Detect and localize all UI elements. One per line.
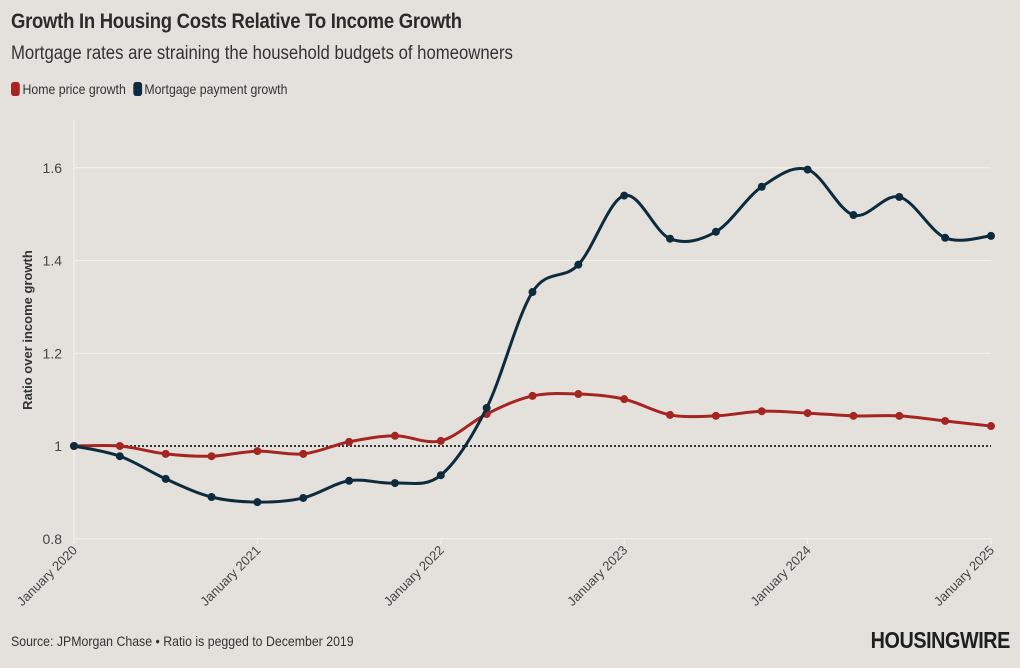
x-axis-ticks: January 2020 January 2021 January 2022 Janu… [14, 539, 997, 609]
data-point-home-price-growth[interactable] [390, 431, 399, 440]
x-tick-label: January 2025 [931, 543, 997, 609]
y-tick-label: 1.2 [43, 345, 63, 361]
data-point-mortgage-payment-growth[interactable] [757, 182, 766, 191]
data-point-home-price-growth[interactable] [207, 452, 216, 461]
data-point-home-price-growth[interactable] [161, 449, 170, 458]
data-point-mortgage-payment-growth[interactable] [70, 442, 78, 450]
y-tick-label: 1 [54, 438, 62, 454]
data-point-mortgage-payment-growth[interactable] [436, 471, 445, 480]
data-point-home-price-growth[interactable] [436, 436, 445, 445]
data-point-mortgage-payment-growth[interactable] [711, 227, 720, 236]
data-point-home-price-growth[interactable] [711, 411, 720, 420]
housingwire-logo: HOUSINGWIRE [870, 627, 1011, 653]
x-tick-label: January 2020 [14, 543, 80, 609]
legend-item-home-price[interactable]: Home price growth [11, 81, 126, 97]
data-point-mortgage-payment-growth[interactable] [528, 288, 537, 297]
legend-label-mortgage-payment: Mortgage payment growth [144, 81, 288, 97]
y-tick-label: 1.4 [43, 253, 63, 269]
data-point-home-price-growth[interactable] [803, 409, 812, 418]
data-point-mortgage-payment-growth[interactable] [390, 479, 399, 488]
x-tick-label: January 2021 [197, 543, 263, 609]
grid-lines [73, 120, 991, 540]
data-point-mortgage-payment-growth[interactable] [666, 234, 675, 243]
legend: Home price growth Mortgage payment growt… [11, 81, 287, 97]
data-point-home-price-growth[interactable] [849, 411, 858, 420]
legend-item-mortgage-payment[interactable]: Mortgage payment growth [132, 81, 288, 97]
data-point-home-price-growth[interactable] [299, 449, 308, 458]
data-point-mortgage-payment-growth[interactable] [803, 165, 812, 174]
y-tick-label: 0.8 [43, 531, 63, 547]
data-point-mortgage-payment-growth[interactable] [620, 191, 629, 200]
x-tick-label: January 2023 [564, 543, 630, 609]
data-point-mortgage-payment-growth[interactable] [987, 231, 995, 240]
data-point-mortgage-payment-growth[interactable] [299, 493, 308, 502]
data-point-home-price-growth[interactable] [757, 407, 766, 416]
chart-title: Growth In Housing Costs Relative To Inco… [11, 10, 462, 33]
legend-label-home-price: Home price growth [22, 81, 126, 97]
data-point-home-price-growth[interactable] [987, 422, 995, 431]
data-point-home-price-growth[interactable] [345, 437, 354, 446]
series-group [70, 165, 995, 507]
data-point-mortgage-payment-growth[interactable] [574, 260, 583, 269]
data-point-home-price-growth[interactable] [528, 391, 537, 400]
data-point-home-price-growth[interactable] [253, 447, 262, 456]
data-point-home-price-growth[interactable] [115, 442, 124, 450]
x-tick-label: January 2022 [381, 543, 447, 609]
data-point-mortgage-payment-growth[interactable] [941, 233, 950, 242]
data-point-home-price-growth[interactable] [574, 390, 583, 399]
y-tick-label: 1.6 [43, 160, 63, 176]
data-point-mortgage-payment-growth[interactable] [895, 192, 904, 201]
legend-swatch-home-price [11, 82, 20, 96]
data-point-mortgage-payment-growth[interactable] [161, 474, 170, 483]
data-point-mortgage-payment-growth[interactable] [849, 211, 858, 220]
chart-subtitle: Mortgage rates are straining the househo… [11, 43, 513, 64]
data-point-mortgage-payment-growth[interactable] [115, 452, 124, 461]
data-point-mortgage-payment-growth[interactable] [345, 476, 354, 485]
y-axis-ticks: 0.8 1 1.2 1.4 1.6 [43, 160, 63, 547]
data-point-mortgage-payment-growth[interactable] [253, 498, 262, 507]
x-tick-label: January 2024 [747, 543, 813, 609]
data-point-home-price-growth[interactable] [666, 410, 675, 419]
data-point-mortgage-payment-growth[interactable] [482, 403, 491, 412]
source-note: Source: JPMorgan Chase • Ratio is pegged… [11, 633, 354, 649]
data-point-home-price-growth[interactable] [941, 416, 950, 425]
data-point-mortgage-payment-growth[interactable] [207, 493, 216, 502]
y-axis-label: Ratio over income growth [20, 250, 35, 410]
data-point-home-price-growth[interactable] [620, 395, 629, 404]
legend-swatch-mortgage-payment [132, 82, 142, 96]
data-point-home-price-growth[interactable] [895, 411, 904, 420]
